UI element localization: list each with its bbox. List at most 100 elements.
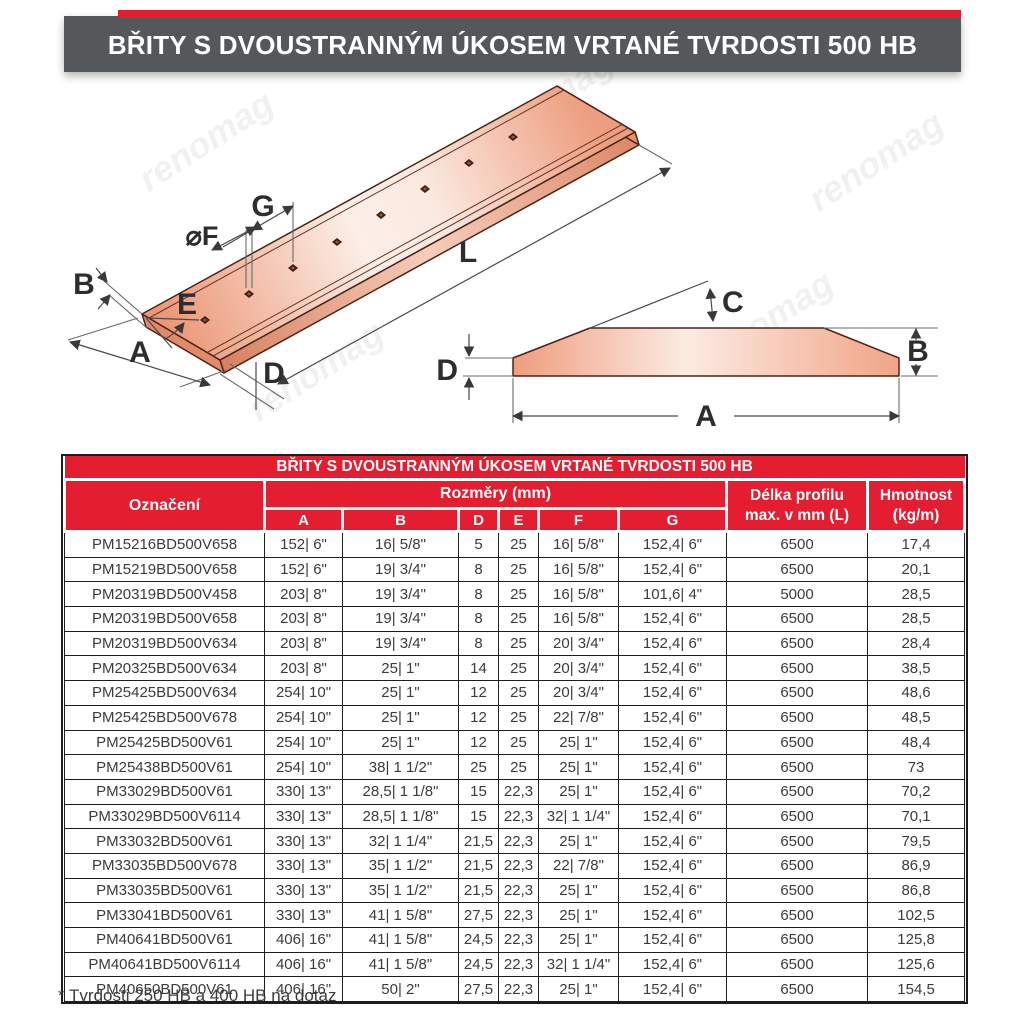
table-row: PM33041BD500V61 330| 13" 41| 1 5/8" 27,5 22,… <box>64 902 966 928</box>
dim-b-cell: 38| 1 1/2" <box>342 754 459 780</box>
dim-f-cell: 25| 1" <box>538 902 619 928</box>
dim-e-cell: 25 <box>498 704 539 731</box>
dim-b-cell: 19| 3/4" <box>342 581 459 608</box>
code-cell: PM20319BD500V458 <box>64 581 265 608</box>
table-body: PM15216BD500V658 152| 6" 16| 5/8" 5 25 16| 5/… <box>64 531 966 1003</box>
dim-e-cell: 22,3 <box>498 951 539 978</box>
dim-b-cell: 35| 1 1/2" <box>342 877 459 904</box>
dim-label-l: L <box>459 236 477 269</box>
length-cell: 6500 <box>726 729 868 756</box>
dim-b-cell: 32| 1 1/4" <box>342 828 459 854</box>
dim-label-f: ⌀F <box>186 221 219 251</box>
length-cell: 6500 <box>726 927 868 953</box>
dim-b-cell: 41| 1 5/8" <box>342 951 459 978</box>
dim-g-cell: 152,4| 6" <box>618 531 727 558</box>
code-cell: PM25425BD500V61 <box>64 729 265 756</box>
dim-b-cell: 25| 1" <box>342 729 459 756</box>
length-cell: 6500 <box>726 803 868 830</box>
dim-label-d-iso: D <box>263 357 285 390</box>
dim-f-cell: 16| 5/8" <box>538 606 619 632</box>
weight-cell: 17,4 <box>866 531 966 558</box>
dim-g-cell: 152,4| 6" <box>618 630 727 657</box>
dim-e-cell: 22,3 <box>498 902 539 928</box>
dim-g-cell: 152,4| 6" <box>618 704 727 731</box>
dim-d-cell: 12 <box>458 680 499 706</box>
code-cell: PM15219BD500V658 <box>64 556 265 583</box>
dim-b-cell: 25| 1" <box>342 655 459 682</box>
dim-label-a-cross: A <box>695 400 717 433</box>
table-row: PM15219BD500V658 152| 6" 19| 3/4" 8 25 16| 5/… <box>64 556 966 583</box>
table-group-header-row: Označení Rozměry (mm) Délka profilu max.… <box>63 478 967 533</box>
table-row: PM25438BD500V61 254| 10" 38| 1 1/2" 25 25 25|… <box>64 754 966 780</box>
dim-b-cell: 41| 1 5/8" <box>342 927 459 953</box>
length-cell: 6500 <box>726 630 868 657</box>
table-row: PM33035BD500V678 330| 13" 35| 1 1/2" 21,5 22… <box>64 852 966 879</box>
dim-d-cell: 15 <box>458 778 499 805</box>
col-header-d: D <box>457 507 500 533</box>
col-header-f: F <box>537 507 620 533</box>
dim-e-cell: 22,3 <box>498 927 539 953</box>
dim-f-cell: 20| 3/4" <box>538 630 619 657</box>
table-row: PM40650BD500V61 406| 16" 50| 2" 27,5 22,3 25|… <box>64 976 966 1003</box>
dim-e-cell: 22,3 <box>498 803 539 830</box>
dim-e-cell: 25 <box>498 680 539 706</box>
dim-e-cell: 25 <box>498 556 539 583</box>
table-row: PM40641BD500V6114 406| 16" 41| 1 5/8" 24,5 2… <box>64 951 966 978</box>
dim-d-cell: 27,5 <box>458 976 499 1003</box>
dim-f-cell: 16| 5/8" <box>538 581 619 608</box>
dim-b-cell: 19| 3/4" <box>342 556 459 583</box>
page-title: BŘITY S DVOUSTRANNÝM ÚKOSEM VRTANÉ TVRDO… <box>107 30 918 60</box>
dim-f-cell: 25| 1" <box>538 729 619 756</box>
dim-g-cell: 152,4| 6" <box>618 828 727 854</box>
weight-cell: 48,5 <box>866 704 966 731</box>
dim-a-cell: 203| 8" <box>264 581 343 608</box>
length-cell: 6500 <box>726 655 868 682</box>
length-cell: 6500 <box>726 877 868 904</box>
table-row: PM33032BD500V61 330| 13" 32| 1 1/4" 21,5 22,… <box>64 828 966 854</box>
dim-d-cell: 21,5 <box>458 877 499 904</box>
dim-d-cell: 8 <box>458 630 499 657</box>
table-row: PM25425BD500V634 254| 10" 25| 1" 12 25 20| 3/… <box>64 680 966 706</box>
dim-e-cell: 25 <box>498 754 539 780</box>
dim-f-cell: 22| 7/8" <box>538 852 619 879</box>
dim-f-cell: 25| 1" <box>538 877 619 904</box>
code-cell: PM40641BD500V6114 <box>64 951 265 978</box>
dim-a-cell: 330| 13" <box>264 852 343 879</box>
weight-cell: 154,5 <box>866 976 966 1003</box>
dim-d-cell: 21,5 <box>458 852 499 879</box>
weight-cell: 86,9 <box>866 852 966 879</box>
weight-cell: 20,1 <box>866 556 966 583</box>
dim-d-cell: 25 <box>458 754 499 780</box>
dim-f-cell: 25| 1" <box>538 754 619 780</box>
dim-g-cell: 152,4| 6" <box>618 976 727 1003</box>
cross-section-profile <box>512 327 900 377</box>
code-cell: PM20319BD500V658 <box>64 606 265 632</box>
weight-cell: 79,5 <box>866 828 966 854</box>
length-cell: 6500 <box>726 704 868 731</box>
dim-b-cell: 28,5| 1 1/8" <box>342 803 459 830</box>
dim-d-cell: 8 <box>458 556 499 583</box>
table-row: PM20319BD500V658 203| 8" 19| 3/4" 8 25 16| 5/… <box>64 606 966 632</box>
dim-label-b-cross: B <box>907 335 929 368</box>
dim-d-cell: 21,5 <box>458 828 499 854</box>
dim-a-cell: 152| 6" <box>264 531 343 558</box>
code-cell: PM33041BD500V61 <box>64 902 265 928</box>
dim-b-cell: 35| 1 1/2" <box>342 852 459 879</box>
dim-f-cell: 32| 1 1/4" <box>538 803 619 830</box>
dim-b-cell: 41| 1 5/8" <box>342 902 459 928</box>
length-cell: 6500 <box>726 778 868 805</box>
dim-g-cell: 152,4| 6" <box>618 606 727 632</box>
dim-a-cell: 254| 10" <box>264 704 343 731</box>
col-header-delka-line2: max. v mm (L) <box>744 506 850 524</box>
dim-d-cell: 5 <box>458 531 499 558</box>
weight-cell: 28,5 <box>866 606 966 632</box>
length-cell: 6500 <box>726 852 868 879</box>
length-cell: 6500 <box>726 606 868 632</box>
table-row: PM25425BD500V61 254| 10" 25| 1" 12 25 25| 1" 1… <box>64 729 966 756</box>
dim-f-cell: 25| 1" <box>538 976 619 1003</box>
col-header-delka-line1: Délka profilu <box>750 487 844 505</box>
table-dims-header-row: A B D E F G <box>65 507 965 533</box>
dim-e-cell: 25 <box>498 531 539 558</box>
dim-a-cell: 406| 16" <box>264 951 343 978</box>
dim-a-cell: 330| 13" <box>264 902 343 928</box>
